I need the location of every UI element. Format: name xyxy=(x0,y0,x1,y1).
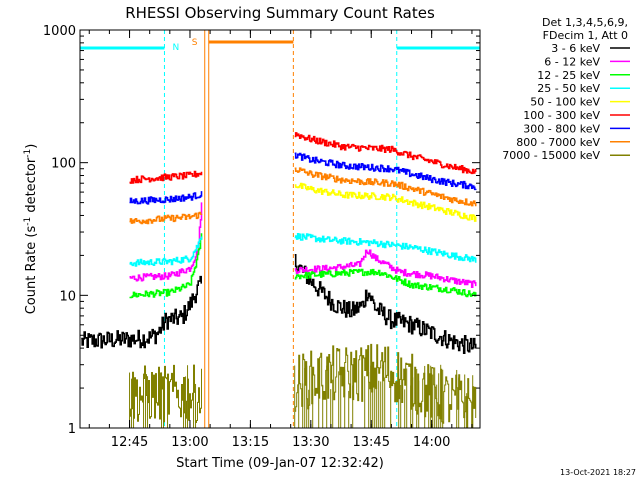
legend-entry-label: 6 - 12 keV xyxy=(544,55,600,68)
legend-entry-label: 100 - 300 keV xyxy=(523,109,600,122)
legend-entry-label: 25 - 50 keV xyxy=(537,82,600,95)
chart-title: RHESSI Observing Summary Count Rates xyxy=(125,4,435,22)
y-axis-label-superscript: -1 xyxy=(23,149,33,158)
series-line xyxy=(294,152,477,191)
night-label: N xyxy=(172,43,179,53)
series-line xyxy=(294,182,477,222)
series-800-7000kev xyxy=(129,167,477,225)
series-line xyxy=(294,249,477,288)
legend-entry-label: 3 - 6 keV xyxy=(551,42,600,55)
y-axis-label-part: ) xyxy=(24,144,39,149)
series-line xyxy=(294,343,477,429)
series-line xyxy=(129,211,203,225)
y-axis-label: Count Rate (s-1 detector-1) xyxy=(23,144,39,315)
plot-frame xyxy=(79,29,481,429)
legend-header: Det 1,3,4,5,6,9, xyxy=(542,16,628,29)
series-line xyxy=(294,254,477,354)
series-3-6kev xyxy=(81,254,477,354)
series-line xyxy=(294,233,477,263)
series-line xyxy=(294,132,477,175)
footer-date: 13-Oct-2021 18:27 xyxy=(560,468,636,477)
legend-entry-label: 50 - 100 keV xyxy=(530,96,600,109)
series-line xyxy=(129,236,203,267)
y-tick-label: 10 xyxy=(59,289,76,304)
series-12-25kev xyxy=(129,233,477,299)
x-tick-label: 13:45 xyxy=(353,435,390,450)
series-line xyxy=(81,275,202,349)
series-line xyxy=(129,170,203,184)
y-tick-label: 1 xyxy=(68,422,76,437)
series-50-100kev xyxy=(294,182,477,222)
series-line xyxy=(129,191,203,205)
series-line xyxy=(129,233,203,299)
series-line xyxy=(129,202,203,282)
series-line xyxy=(294,167,477,207)
legend-entry-label: 300 - 800 keV xyxy=(523,122,600,135)
x-tick-label: 13:30 xyxy=(292,435,329,450)
x-axis-label: Start Time (09-Jan-07 12:32:42) xyxy=(176,456,384,471)
saa-label: S xyxy=(192,38,198,48)
x-tick-label: 13:00 xyxy=(171,435,208,450)
axis-layer: 1 10 100 1000 12:45 13:00 13:15 13:30 13:45 14:00 xyxy=(43,24,480,450)
series-line xyxy=(129,364,202,423)
y-tick-label: 100 xyxy=(51,157,76,172)
x-tick-label: 14:00 xyxy=(413,435,450,450)
y-tick-label: 1000 xyxy=(43,24,76,39)
y-axis-label-part: detector xyxy=(24,157,39,217)
series-layer xyxy=(81,132,477,429)
y-axis-label-part: Count Rate (s xyxy=(24,226,39,315)
legend-header: FDecim 1, Att 0 xyxy=(543,29,628,42)
x-tick-label: 13:15 xyxy=(232,435,269,450)
series-100-300kev xyxy=(129,132,477,184)
x-tick-label: 12:45 xyxy=(111,435,148,450)
series-25-50kev xyxy=(129,233,477,267)
series-7000-15000kev xyxy=(129,343,477,429)
legend-entry-label: 12 - 25 keV xyxy=(537,69,600,82)
legend: Det 1,3,4,5,6,9,FDecim 1, Att 03 - 6 keV… xyxy=(502,16,630,162)
series-6-12kev xyxy=(129,202,477,288)
legend-entry-label: 7000 - 15000 keV xyxy=(502,149,600,162)
legend-entry-label: 800 - 7000 keV xyxy=(516,136,600,149)
y-axis-label-superscript: -1 xyxy=(23,217,33,226)
series-line xyxy=(294,268,477,298)
series-300-800kev xyxy=(129,152,477,205)
